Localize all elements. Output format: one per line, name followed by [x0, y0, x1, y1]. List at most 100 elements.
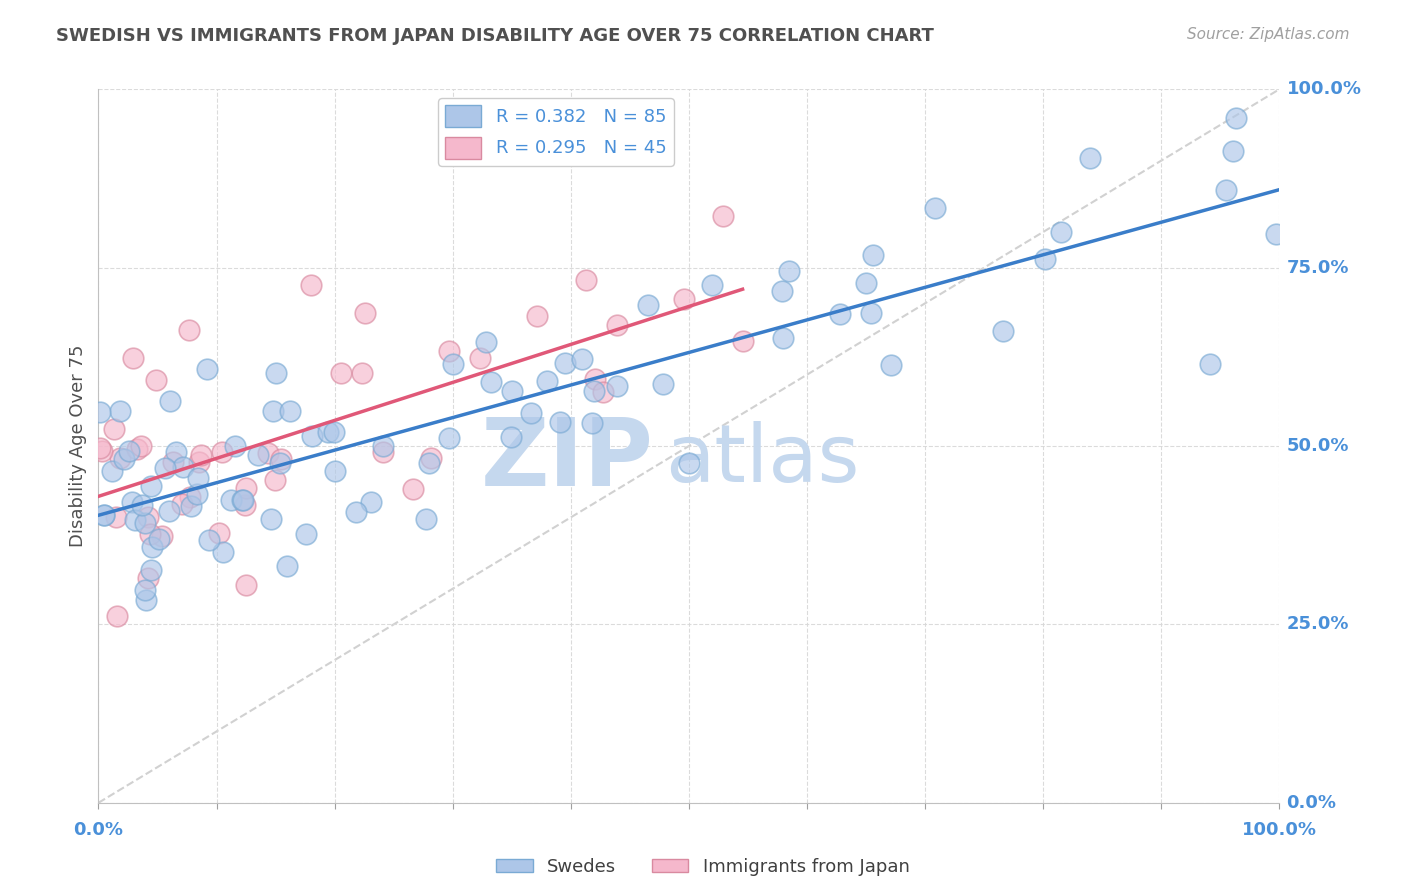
- Point: [231, 493, 253, 508]
- Point: [172, 460, 194, 475]
- Text: 25.0%: 25.0%: [1286, 615, 1348, 633]
- Point: [437, 344, 460, 359]
- Point: [499, 430, 522, 444]
- Point: [554, 356, 576, 370]
- Point: [105, 609, 128, 624]
- Point: [651, 376, 673, 391]
- Point: [148, 532, 170, 546]
- Point: [520, 406, 543, 420]
- Point: [100, 464, 122, 478]
- Point: [232, 492, 254, 507]
- Point: [121, 495, 143, 509]
- Point: [344, 505, 367, 519]
- Point: [212, 545, 235, 559]
- Point: [1225, 112, 1247, 126]
- Point: [855, 277, 877, 291]
- Point: [157, 504, 180, 518]
- Point: [235, 578, 257, 592]
- Point: [127, 442, 149, 456]
- Point: [141, 540, 163, 554]
- Point: [360, 495, 382, 509]
- Point: [295, 526, 318, 541]
- Point: [1050, 226, 1073, 240]
- Text: 0.0%: 0.0%: [1286, 794, 1337, 812]
- Point: [731, 334, 754, 349]
- Point: [153, 461, 176, 475]
- Point: [583, 384, 606, 399]
- Point: [105, 510, 128, 524]
- Point: [418, 456, 440, 470]
- Point: [122, 351, 145, 366]
- Point: [673, 292, 696, 306]
- Point: [778, 263, 800, 277]
- Point: [235, 481, 257, 495]
- Point: [880, 359, 903, 373]
- Point: [371, 445, 394, 459]
- Point: [124, 513, 146, 527]
- Point: [256, 446, 278, 460]
- Point: [350, 367, 373, 381]
- Point: [924, 201, 946, 215]
- Point: [592, 385, 614, 400]
- Point: [136, 571, 159, 585]
- Point: [299, 278, 322, 293]
- Point: [208, 526, 231, 541]
- Point: [108, 451, 131, 466]
- Point: [211, 445, 233, 459]
- Point: [301, 429, 323, 443]
- Point: [441, 357, 464, 371]
- Point: [89, 441, 111, 455]
- Point: [1222, 144, 1244, 158]
- Point: [678, 456, 700, 470]
- Point: [135, 592, 157, 607]
- Point: [860, 306, 883, 320]
- Point: [112, 452, 135, 467]
- Point: [246, 448, 269, 462]
- Point: [93, 508, 115, 522]
- Point: [991, 324, 1014, 338]
- Point: [402, 482, 425, 496]
- Point: [420, 451, 443, 466]
- Point: [323, 425, 346, 439]
- Point: [276, 558, 298, 573]
- Point: [190, 448, 212, 462]
- Y-axis label: Disability Age Over 75: Disability Age Over 75: [69, 344, 87, 548]
- Point: [415, 511, 437, 525]
- Point: [323, 464, 346, 478]
- Point: [131, 498, 153, 512]
- Point: [501, 384, 523, 398]
- Point: [118, 444, 141, 458]
- Point: [263, 473, 285, 487]
- Point: [180, 499, 202, 513]
- Point: [1078, 151, 1101, 165]
- Point: [134, 516, 156, 531]
- Point: [1033, 252, 1056, 267]
- Text: atlas: atlas: [665, 421, 859, 500]
- Point: [830, 308, 852, 322]
- Point: [479, 375, 502, 389]
- Legend: Swedes, Immigrants from Japan: Swedes, Immigrants from Japan: [489, 851, 917, 883]
- Point: [93, 508, 115, 522]
- Text: 50.0%: 50.0%: [1286, 437, 1348, 455]
- Point: [159, 393, 181, 408]
- Point: [581, 416, 603, 430]
- Point: [606, 379, 628, 393]
- Point: [772, 331, 794, 345]
- Point: [637, 298, 659, 312]
- Point: [139, 563, 162, 577]
- Point: [1215, 183, 1237, 197]
- Point: [353, 306, 375, 320]
- Point: [316, 425, 339, 440]
- Legend: R = 0.382   N = 85, R = 0.295   N = 45: R = 0.382 N = 85, R = 0.295 N = 45: [439, 98, 673, 166]
- Point: [278, 404, 301, 418]
- Point: [269, 456, 291, 470]
- Point: [188, 455, 211, 469]
- Text: 0.0%: 0.0%: [73, 821, 124, 838]
- Point: [260, 511, 283, 525]
- Point: [700, 277, 723, 292]
- Point: [179, 490, 201, 504]
- Point: [108, 403, 131, 417]
- Point: [165, 445, 187, 459]
- Point: [170, 497, 193, 511]
- Point: [583, 372, 606, 386]
